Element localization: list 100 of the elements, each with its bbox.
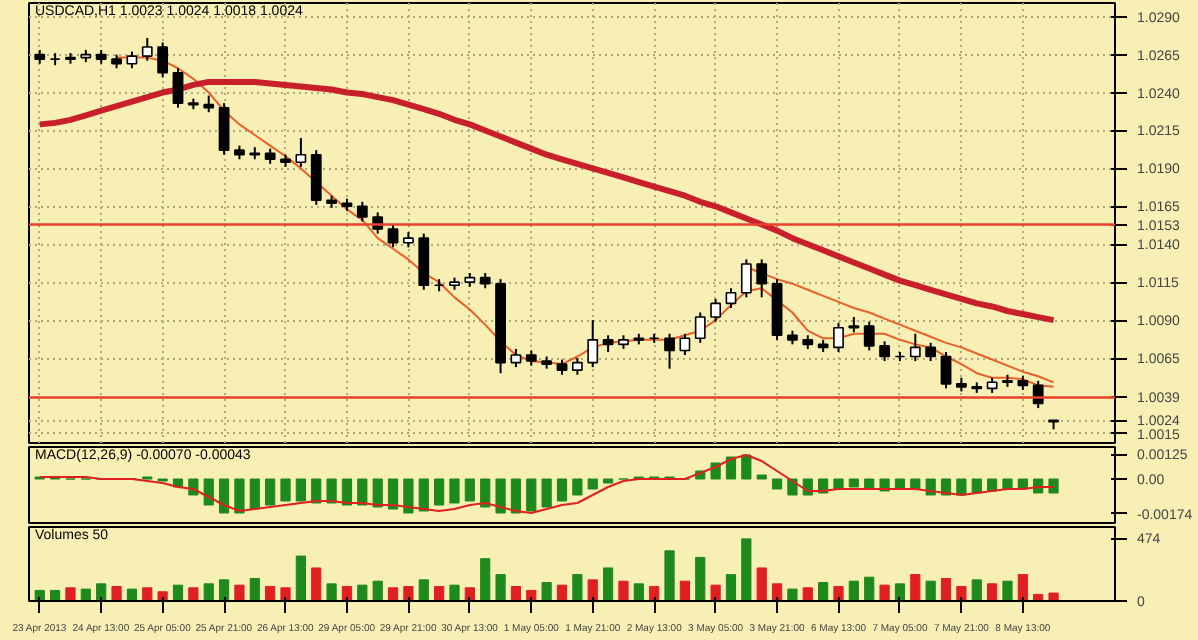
bar bbox=[679, 580, 691, 601]
candlestick bbox=[510, 347, 522, 369]
bar bbox=[480, 558, 491, 601]
bar bbox=[1017, 574, 1028, 601]
candlestick bbox=[310, 149, 322, 206]
bar bbox=[618, 580, 629, 601]
bar bbox=[987, 583, 998, 601]
bar bbox=[864, 478, 875, 490]
bar bbox=[111, 585, 122, 601]
bar bbox=[556, 584, 568, 601]
candlestick bbox=[679, 332, 691, 356]
bar bbox=[449, 584, 460, 601]
bar bbox=[725, 574, 737, 601]
bar bbox=[480, 478, 491, 508]
bar bbox=[556, 478, 568, 502]
candlestick bbox=[725, 287, 737, 309]
bar bbox=[280, 587, 291, 601]
bar bbox=[802, 587, 813, 601]
bar bbox=[940, 578, 952, 601]
bar bbox=[96, 583, 107, 601]
bar bbox=[234, 478, 245, 514]
bar bbox=[34, 589, 45, 601]
candlestick bbox=[756, 258, 768, 299]
bar bbox=[833, 478, 844, 490]
bar bbox=[495, 574, 506, 601]
bar bbox=[403, 478, 414, 514]
bar bbox=[265, 585, 276, 601]
bar bbox=[602, 567, 614, 601]
bar bbox=[418, 579, 429, 601]
bar bbox=[602, 478, 614, 484]
bar bbox=[541, 582, 552, 601]
bar bbox=[1048, 478, 1059, 494]
candlestick bbox=[925, 341, 937, 363]
bar bbox=[910, 574, 921, 601]
bar bbox=[464, 478, 475, 502]
candlestick bbox=[863, 320, 875, 352]
bar bbox=[341, 478, 353, 506]
bar bbox=[833, 585, 844, 601]
bar bbox=[818, 582, 829, 601]
bar bbox=[771, 583, 783, 601]
candlestick bbox=[587, 319, 599, 369]
bar bbox=[587, 579, 598, 601]
candlestick bbox=[740, 258, 752, 299]
bar bbox=[864, 576, 875, 601]
bar bbox=[572, 574, 583, 601]
bar bbox=[741, 538, 752, 601]
bar bbox=[925, 580, 936, 601]
bar bbox=[541, 478, 552, 508]
bar bbox=[387, 587, 399, 601]
bar bbox=[188, 587, 199, 601]
bar bbox=[756, 567, 767, 601]
bar bbox=[787, 588, 798, 601]
bar bbox=[771, 478, 783, 490]
bar bbox=[848, 580, 859, 601]
bar bbox=[403, 585, 414, 601]
bar bbox=[725, 456, 737, 480]
bar bbox=[387, 478, 399, 510]
bar bbox=[434, 478, 445, 506]
bar bbox=[495, 478, 506, 514]
bar bbox=[249, 478, 260, 510]
bar bbox=[1017, 478, 1028, 490]
bar bbox=[971, 478, 982, 494]
bar bbox=[710, 584, 721, 601]
candlestick bbox=[172, 67, 184, 109]
bar bbox=[510, 585, 522, 601]
candlestick bbox=[879, 340, 890, 363]
candlestick bbox=[218, 102, 230, 156]
bar bbox=[311, 478, 322, 504]
bar bbox=[249, 578, 260, 601]
bar bbox=[1048, 592, 1059, 601]
candlestick bbox=[387, 223, 399, 249]
bar bbox=[449, 478, 460, 504]
bar bbox=[526, 478, 537, 512]
bar bbox=[633, 583, 644, 601]
bar bbox=[971, 579, 982, 601]
bar bbox=[956, 478, 967, 496]
candlestick bbox=[833, 322, 844, 353]
candlestick bbox=[940, 350, 952, 390]
bar bbox=[910, 478, 921, 490]
candlestick bbox=[157, 41, 169, 79]
bar bbox=[1002, 580, 1013, 601]
candlestick bbox=[710, 297, 722, 323]
bar bbox=[65, 587, 76, 601]
bar bbox=[142, 587, 153, 601]
bar bbox=[894, 478, 906, 490]
bar bbox=[357, 584, 368, 601]
bar bbox=[157, 591, 168, 601]
bar bbox=[265, 478, 276, 506]
candlestick bbox=[694, 311, 706, 344]
bar bbox=[372, 580, 383, 601]
bar bbox=[203, 583, 214, 601]
bar bbox=[326, 478, 337, 504]
bar bbox=[126, 588, 138, 601]
bar bbox=[1002, 478, 1013, 490]
bar bbox=[894, 583, 906, 601]
candlestick bbox=[295, 137, 307, 168]
bar bbox=[664, 550, 675, 601]
bar bbox=[280, 478, 291, 502]
bar bbox=[587, 478, 598, 490]
candlestick bbox=[909, 332, 921, 363]
